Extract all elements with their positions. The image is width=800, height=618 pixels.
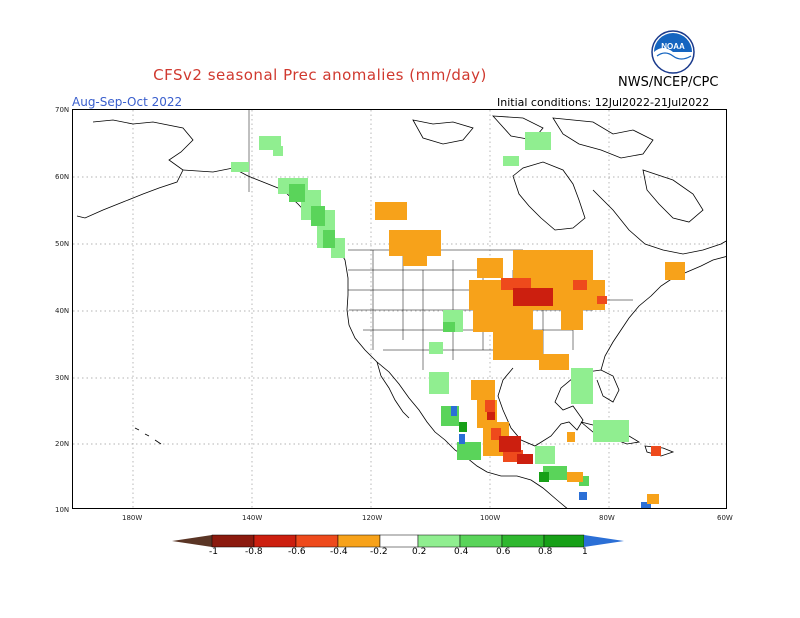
wet-anomaly-moderate-cells — [289, 184, 589, 486]
lon-label-100w: 100W — [480, 514, 501, 522]
colorbar — [172, 534, 624, 548]
anomaly-map — [73, 110, 726, 508]
colorbar-label: 0.6 — [496, 547, 511, 557]
colorbar-label: 1 — [582, 547, 588, 557]
colorbar-label: -0.4 — [330, 547, 348, 557]
lon-label-120w: 120W — [362, 514, 383, 522]
agency-label: NWS/NCEP/CPC — [618, 75, 719, 90]
colorbar-under-arrow — [172, 535, 212, 547]
initial-conditions: Initial conditions: 12Jul2022-21Jul2022 — [497, 96, 710, 109]
colorbar-over-arrow — [584, 535, 624, 547]
forecast-period: Aug-Sep-Oct 2022 — [72, 95, 183, 109]
colorbar-label: 0.8 — [538, 547, 553, 557]
logo-text: NOAA — [661, 42, 685, 51]
coastlines — [76, 115, 726, 508]
lat-label-50n: 50N — [55, 240, 70, 248]
wet-anomaly-extreme-cells — [451, 406, 651, 508]
dry-anomaly-moderate-cells — [375, 202, 685, 504]
lon-label-80w: 80W — [599, 514, 615, 522]
lat-label-70n: 70N — [55, 106, 70, 114]
dry-anomaly-extreme-cells — [487, 288, 553, 464]
lat-label-20n: 20N — [55, 440, 70, 448]
noaa-logo: NOAA — [651, 30, 695, 74]
anomaly-cells — [231, 132, 685, 508]
lat-label-30n: 30N — [55, 374, 70, 382]
lon-label-180w: 180W — [122, 514, 143, 522]
map-title: CFSv2 seasonal Prec anomalies (mm/day) — [153, 66, 487, 84]
colorbar-label: 0.2 — [412, 547, 427, 557]
wet-anomaly-strong-cells — [459, 422, 549, 482]
graticule — [73, 110, 726, 508]
lat-label-10n: 10N — [55, 506, 70, 514]
colorbar-label: -0.8 — [245, 547, 263, 557]
colorbar-label: -0.6 — [288, 547, 306, 557]
colorbar-label: -0.2 — [370, 547, 388, 557]
colorbar-label: 0.4 — [454, 547, 469, 557]
lat-label-60n: 60N — [55, 173, 70, 181]
map-frame — [72, 109, 727, 509]
colorbar-label: -1 — [209, 547, 218, 557]
lon-label-60w: 60W — [717, 514, 733, 522]
lon-label-140w: 140W — [242, 514, 263, 522]
lat-label-40n: 40N — [55, 307, 70, 315]
